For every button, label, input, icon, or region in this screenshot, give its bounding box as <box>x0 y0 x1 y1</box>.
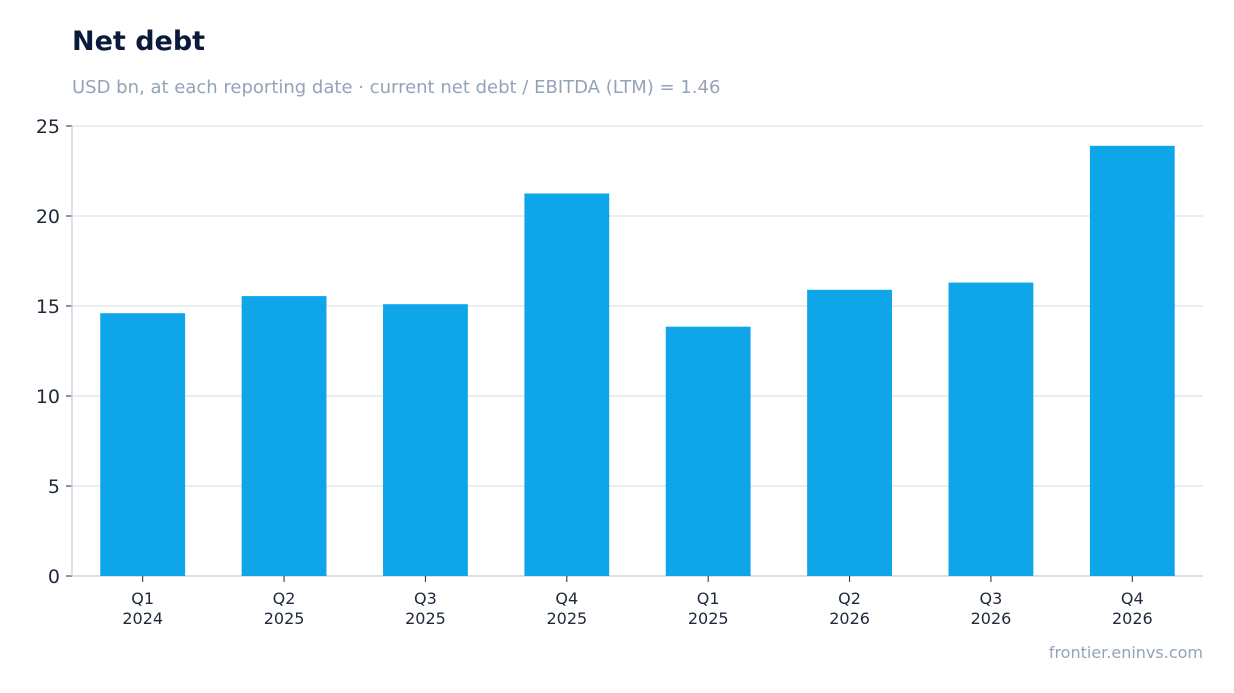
y-tick-labels: 0 5 10 15 20 25 <box>36 116 60 588</box>
bar <box>807 289 892 576</box>
y-tick-label: 5 <box>48 476 60 498</box>
x-tick-label: Q4 <box>555 589 578 608</box>
bar <box>524 193 610 576</box>
x-tick-label: Q2 <box>273 589 296 608</box>
x-tick-label: Q1 <box>697 589 720 608</box>
y-tick-label: 25 <box>36 116 60 138</box>
source-watermark: frontier.eninvs.com <box>1048 643 1203 662</box>
bars <box>100 145 1175 577</box>
x-tick-label: Q2 <box>838 589 861 608</box>
bar <box>948 282 1034 576</box>
x-tick-label: 2024 <box>122 609 163 628</box>
bar <box>241 296 327 576</box>
y-tick-label: 10 <box>36 386 60 408</box>
x-tick-label: 2025 <box>264 609 305 628</box>
x-tick-label: 2026 <box>1112 609 1153 628</box>
x-tick-label: 2025 <box>405 609 446 628</box>
y-tick-label: 0 <box>48 566 60 588</box>
bar <box>1089 145 1175 577</box>
x-tick-label: 2026 <box>829 609 870 628</box>
y-tick-label: 20 <box>36 206 60 228</box>
x-tick-label: Q3 <box>414 589 437 608</box>
x-tick-label: 2025 <box>688 609 729 628</box>
x-tick-label: 2025 <box>546 609 587 628</box>
bar <box>383 304 468 576</box>
y-tick-label: 15 <box>36 296 60 318</box>
x-tick-labels: Q12024Q22025Q32025Q42025Q12025Q22026Q320… <box>122 589 1152 628</box>
x-tick-label: Q4 <box>1121 589 1144 608</box>
x-tick-label: 2026 <box>971 609 1012 628</box>
bar <box>665 326 751 576</box>
chart-title: Net debt <box>72 26 206 57</box>
x-tick-label: Q3 <box>980 589 1003 608</box>
chart-subtitle: USD bn, at each reporting date · current… <box>72 77 721 98</box>
bar <box>100 313 186 576</box>
x-tick-label: Q1 <box>131 589 154 608</box>
